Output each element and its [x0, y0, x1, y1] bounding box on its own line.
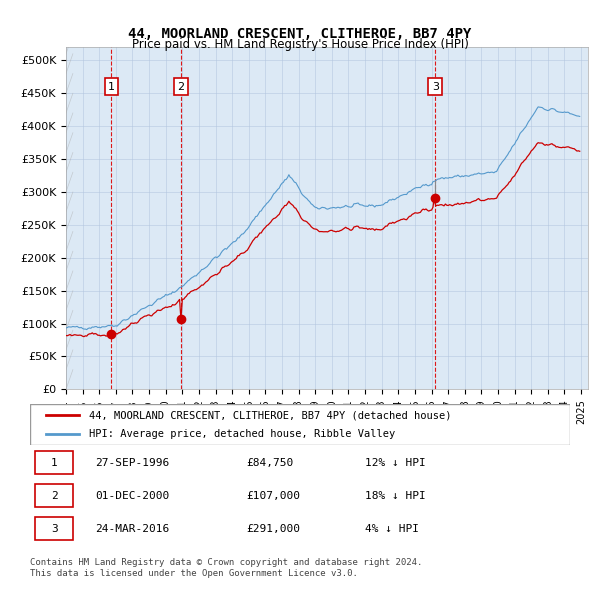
Text: 2: 2 [51, 491, 58, 500]
Text: 12% ↓ HPI: 12% ↓ HPI [365, 458, 425, 467]
FancyBboxPatch shape [35, 517, 73, 540]
Text: Price paid vs. HM Land Registry's House Price Index (HPI): Price paid vs. HM Land Registry's House … [131, 38, 469, 51]
Text: 1: 1 [51, 458, 58, 467]
Text: £107,000: £107,000 [246, 491, 300, 500]
FancyBboxPatch shape [30, 404, 570, 445]
Text: £84,750: £84,750 [246, 458, 293, 467]
Text: This data is licensed under the Open Government Licence v3.0.: This data is licensed under the Open Gov… [30, 569, 358, 578]
Text: 4% ↓ HPI: 4% ↓ HPI [365, 524, 419, 533]
Text: 24-MAR-2016: 24-MAR-2016 [95, 524, 169, 533]
Text: 3: 3 [51, 524, 58, 533]
Text: 44, MOORLAND CRESCENT, CLITHEROE, BB7 4PY: 44, MOORLAND CRESCENT, CLITHEROE, BB7 4P… [128, 27, 472, 41]
Text: 01-DEC-2000: 01-DEC-2000 [95, 491, 169, 500]
Text: 44, MOORLAND CRESCENT, CLITHEROE, BB7 4PY (detached house): 44, MOORLAND CRESCENT, CLITHEROE, BB7 4P… [89, 410, 452, 420]
Text: 27-SEP-1996: 27-SEP-1996 [95, 458, 169, 467]
FancyBboxPatch shape [35, 484, 73, 507]
Text: 1: 1 [108, 81, 115, 91]
Text: Contains HM Land Registry data © Crown copyright and database right 2024.: Contains HM Land Registry data © Crown c… [30, 558, 422, 566]
Text: 18% ↓ HPI: 18% ↓ HPI [365, 491, 425, 500]
Text: HPI: Average price, detached house, Ribble Valley: HPI: Average price, detached house, Ribb… [89, 430, 395, 440]
Text: 3: 3 [432, 81, 439, 91]
Text: £291,000: £291,000 [246, 524, 300, 533]
FancyBboxPatch shape [35, 451, 73, 474]
Text: 2: 2 [178, 81, 184, 91]
